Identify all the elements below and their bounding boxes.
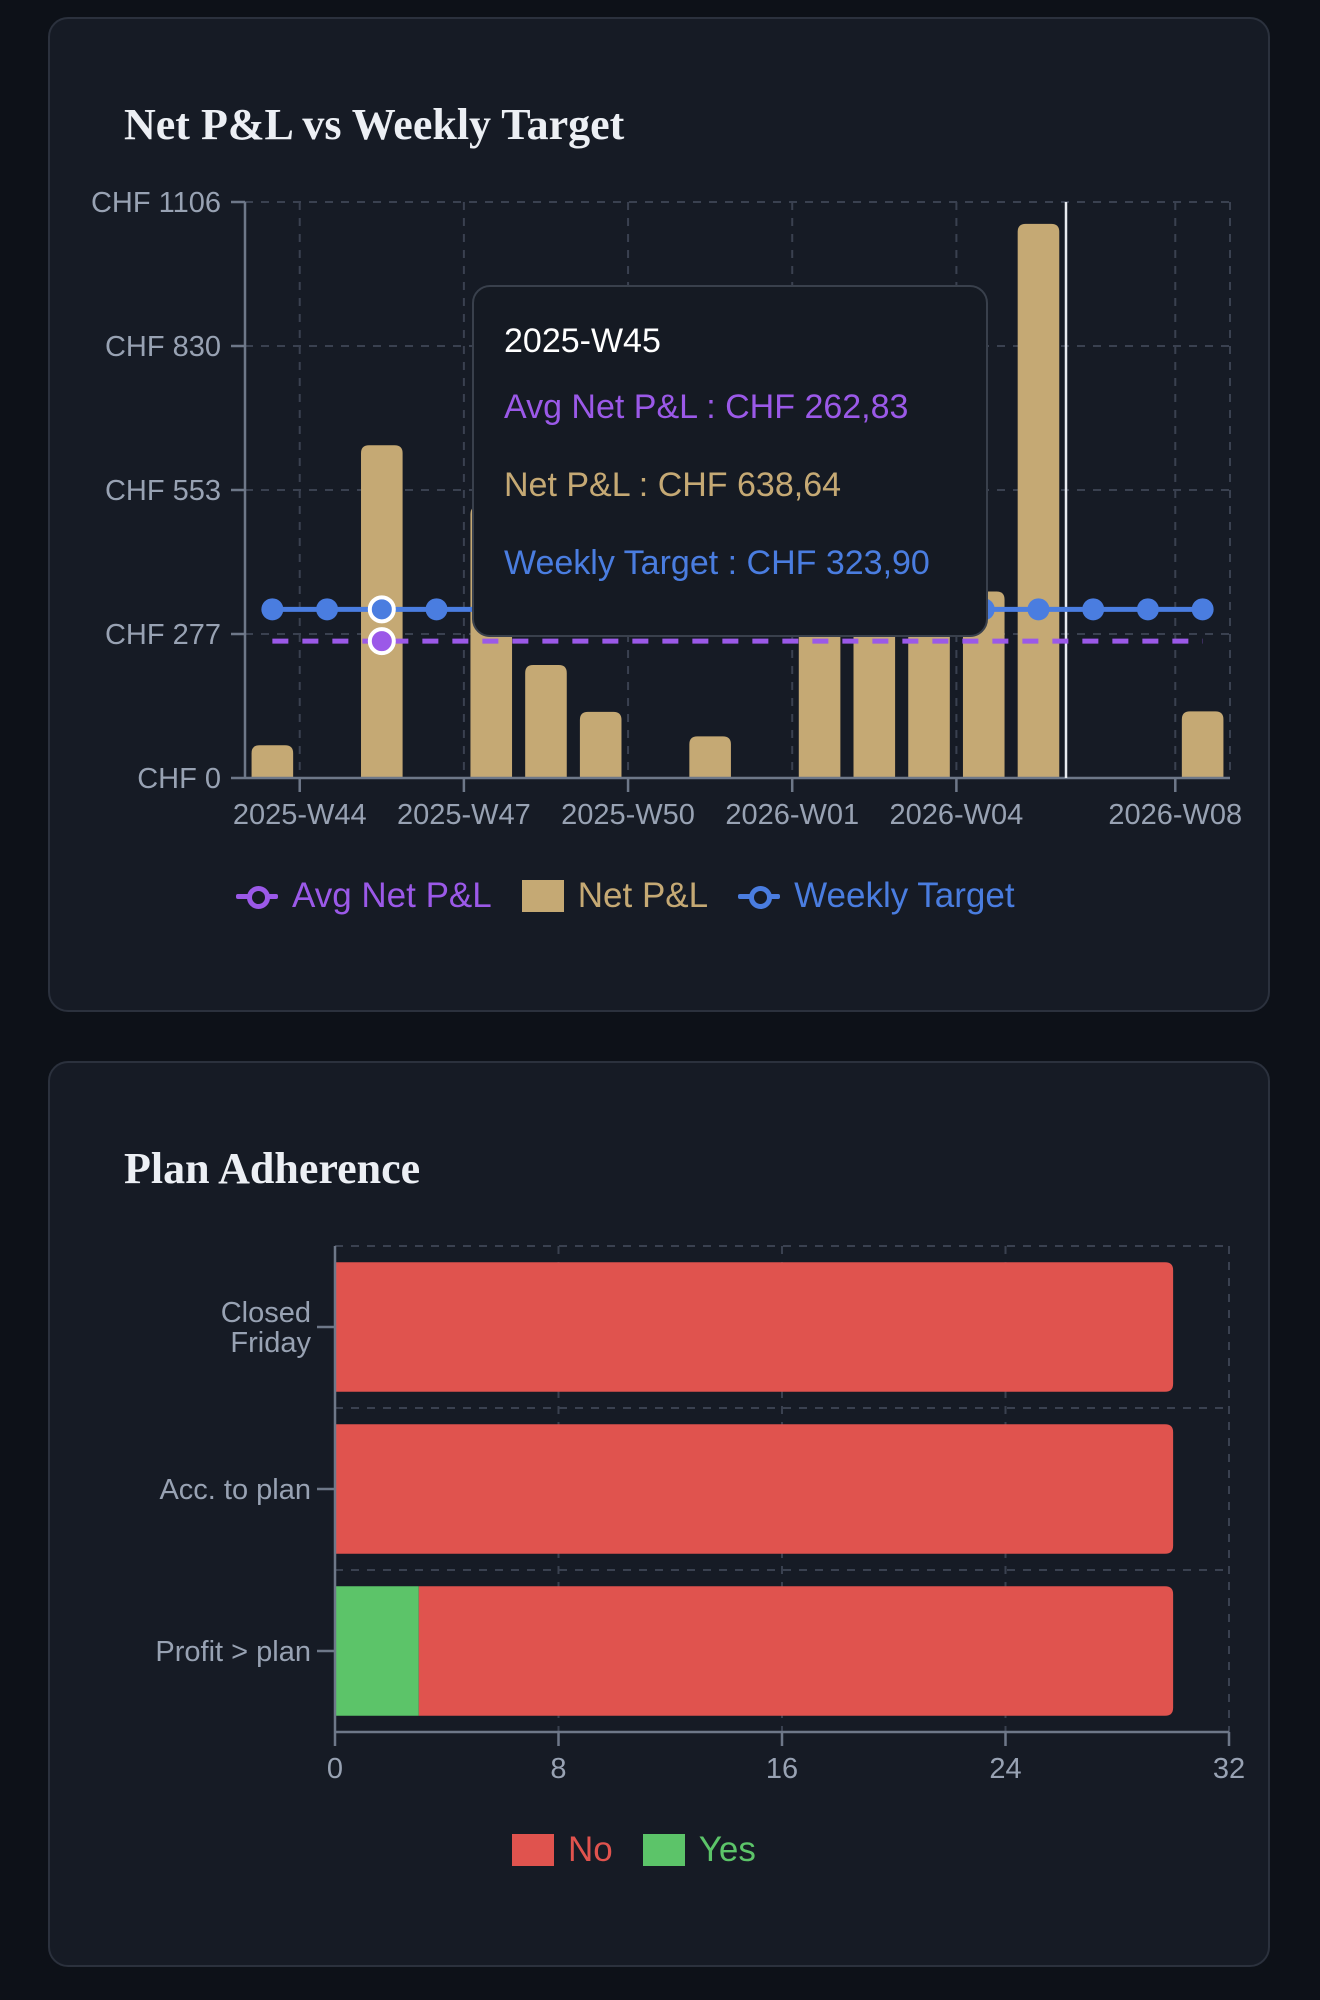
- bar-net-pnl: [579, 711, 622, 778]
- point-weekly-target: [1191, 598, 1214, 621]
- y-tick-label: CHF 277: [105, 619, 221, 651]
- bar-no: [418, 1586, 1174, 1716]
- legend-item-net[interactable]: Net P&L: [521, 876, 709, 916]
- legend-swatch-icon: [236, 878, 278, 914]
- bar-no: [335, 1424, 1174, 1554]
- point-avg-net-pnl-hover: [367, 627, 396, 656]
- bar-net-pnl: [908, 610, 950, 778]
- x-tick-label: 2026-W04: [889, 799, 1023, 831]
- x-tick-label: 24: [989, 1753, 1021, 1785]
- legend-item-no[interactable]: No: [512, 1830, 613, 1870]
- legend-label: Yes: [698, 1830, 756, 1869]
- x-tick-label: 2026-W01: [725, 799, 859, 831]
- tooltip-title: 2025-W45: [504, 322, 661, 360]
- bar-yes: [335, 1586, 419, 1716]
- point-weekly-target-hover: [367, 595, 396, 624]
- bar-no: [335, 1262, 1174, 1392]
- legend-swatch-icon: [642, 1834, 685, 1866]
- x-tick-label: 2025-W50: [561, 799, 695, 831]
- point-weekly-target: [425, 598, 448, 621]
- point-weekly-target: [1136, 598, 1159, 621]
- legend-label: Weekly Target: [794, 876, 1015, 915]
- point-weekly-target: [261, 598, 284, 621]
- legend-item-avg[interactable]: Avg Net P&L: [236, 876, 492, 916]
- x-tick-label: 2025-W44: [233, 799, 367, 831]
- chart-legend: Avg Net P&L Net P&L Weekly Target: [236, 876, 1015, 916]
- point-weekly-target: [1027, 598, 1050, 621]
- legend-swatch-icon: [512, 1834, 554, 1866]
- chart-title: Plan Adherence: [124, 1144, 421, 1193]
- x-tick-label: 0: [327, 1753, 343, 1785]
- x-tick-label: 8: [550, 1753, 566, 1785]
- bar-net-pnl: [251, 745, 294, 778]
- y-tick-label: Profit > plan: [155, 1636, 311, 1668]
- bar-net-pnl: [689, 736, 731, 778]
- y-tick-label: CHF 830: [105, 331, 221, 363]
- legend-item-target[interactable]: Weekly Target: [738, 876, 1015, 916]
- legend-item-yes[interactable]: Yes: [642, 1830, 756, 1870]
- legend-swatch-icon: [521, 880, 564, 912]
- chart-legend: No Yes: [512, 1830, 756, 1870]
- legend-label: No: [568, 1830, 613, 1869]
- bar-net-pnl: [962, 591, 1005, 778]
- bar-net-pnl: [525, 664, 567, 778]
- y-tick-label: CHF 553: [105, 475, 221, 507]
- x-tick-label: 32: [1213, 1753, 1245, 1785]
- chart-title: Net P&L vs Weekly Target: [124, 100, 625, 149]
- point-weekly-target: [1082, 598, 1105, 621]
- tooltip-row-target: Weekly Target : CHF 323,90: [504, 544, 930, 582]
- y-tick-label: Acc. to plan: [159, 1474, 311, 1506]
- x-tick-label: 2026-W08: [1108, 799, 1242, 831]
- legend-swatch-icon: [738, 878, 781, 914]
- point-weekly-target: [316, 598, 339, 621]
- bar-net-pnl: [1181, 711, 1224, 778]
- y-tick-label: CHF 1106: [91, 187, 221, 219]
- tooltip-row-net: Net P&L : CHF 638,64: [504, 466, 842, 504]
- y-tick-label: CHF 0: [137, 763, 221, 795]
- legend-label: Avg Net P&L: [292, 876, 492, 915]
- x-tick-label: 2025-W47: [397, 799, 531, 831]
- x-tick-label: 16: [766, 1753, 798, 1785]
- legend-label: Net P&L: [577, 876, 709, 915]
- y-tick-label: Closed Friday: [221, 1297, 312, 1359]
- chart-tooltip: 2025-W45 Avg Net P&L : CHF 262,83 Net P&…: [472, 285, 988, 637]
- tooltip-row-avg: Avg Net P&L : CHF 262,83: [504, 388, 909, 426]
